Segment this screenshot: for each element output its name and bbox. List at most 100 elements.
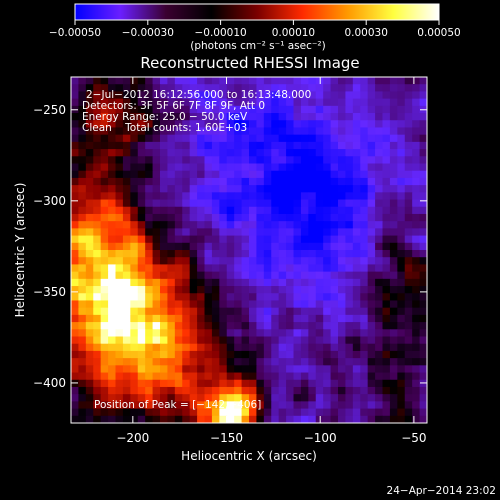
heatmap-cell <box>167 358 176 366</box>
heatmap-cell <box>226 379 235 388</box>
heatmap-cell <box>263 264 272 273</box>
heatmap-cell <box>130 84 139 92</box>
heatmap-cell <box>78 156 87 164</box>
heatmap-cell <box>375 120 383 128</box>
heatmap-cell <box>286 408 294 417</box>
heatmap-cell <box>145 350 154 359</box>
heatmap-cell <box>249 386 257 395</box>
heatmap-cell <box>167 185 176 193</box>
heatmap-cell <box>130 177 139 186</box>
heatmap-cell <box>345 134 354 143</box>
heatmap-cell <box>293 250 302 258</box>
heatmap-cell <box>382 242 391 251</box>
heatmap-cell <box>330 127 339 136</box>
heatmap-cell <box>160 343 168 352</box>
heatmap-cell <box>174 264 183 273</box>
heatmap-cell <box>115 408 124 417</box>
heatmap-cell <box>382 278 391 287</box>
heatmap-cell <box>234 77 243 85</box>
heatmap-cell <box>189 105 198 114</box>
heatmap-cell <box>352 141 361 150</box>
heatmap-cell <box>226 156 235 164</box>
heatmap-cell <box>182 257 191 265</box>
heatmap-cell <box>404 322 413 330</box>
heatmap-cell <box>234 156 243 164</box>
heatmap-cell <box>315 350 324 359</box>
heatmap-cell <box>330 105 339 114</box>
heatmap-cell <box>286 149 294 157</box>
heatmap-cell <box>152 408 161 417</box>
heatmap-cell <box>308 300 317 309</box>
heatmap-cell <box>174 365 183 374</box>
heatmap-cell <box>256 350 265 359</box>
heatmap-cell <box>137 300 146 309</box>
heatmap-cell <box>145 386 154 395</box>
heatmap-cell <box>130 358 139 366</box>
heatmap-cell <box>256 113 265 121</box>
heatmap-cell <box>108 163 116 172</box>
heatmap-cell <box>315 278 324 287</box>
heatmap-cell <box>108 185 116 193</box>
heatmap-cell <box>315 379 324 388</box>
heatmap-cell <box>85 257 94 265</box>
colorbar-tick-label: 0.00050 <box>417 27 460 39</box>
heatmap-cell <box>137 343 146 352</box>
heatmap-cell <box>338 156 346 164</box>
heatmap-cell <box>360 286 369 294</box>
heatmap-cell <box>308 177 317 186</box>
heatmap-cell <box>300 415 309 423</box>
heatmap-cell <box>122 163 131 172</box>
heatmap-cell <box>219 278 228 287</box>
heatmap-cell <box>278 358 287 366</box>
heatmap-cell <box>197 314 205 323</box>
heatmap-cell <box>345 91 354 100</box>
heatmap-cell <box>345 365 354 374</box>
heatmap-cell <box>204 105 213 114</box>
heatmap-cell <box>293 336 302 345</box>
heatmap-cell <box>278 84 287 92</box>
heatmap-cell <box>174 322 183 330</box>
heatmap-cell <box>330 228 339 237</box>
heatmap-cell <box>211 314 220 323</box>
heatmap-cell <box>278 408 287 417</box>
heatmap-cell <box>211 192 220 201</box>
heatmap-cell <box>108 379 116 388</box>
heatmap-cell <box>174 163 183 172</box>
heatmap-cell <box>115 257 124 265</box>
heatmap-cell <box>360 192 369 201</box>
heatmap-cell <box>226 401 235 410</box>
heatmap-cell <box>130 250 139 258</box>
heatmap-cell <box>85 98 94 107</box>
heatmap-cell <box>167 257 176 265</box>
heatmap-cell <box>71 177 79 186</box>
heatmap-cell <box>115 278 124 287</box>
heatmap-cell <box>234 264 243 273</box>
heatmap-cell <box>108 149 116 157</box>
heatmap-cell <box>234 134 243 143</box>
heatmap-cell <box>323 98 332 107</box>
heatmap-cell <box>204 213 213 222</box>
heatmap-cell <box>189 379 198 388</box>
heatmap-cell <box>382 84 391 92</box>
heatmap-cell <box>389 149 398 157</box>
heatmap-cell <box>375 415 383 423</box>
heatmap-cell <box>115 185 124 193</box>
heatmap-cell <box>234 394 243 402</box>
heatmap-cell <box>412 91 421 100</box>
heatmap-cell <box>382 271 391 280</box>
heatmap-cell <box>412 235 421 244</box>
heatmap-cell <box>234 343 243 352</box>
heatmap-cell <box>241 221 250 229</box>
heatmap-cell <box>278 329 287 337</box>
heatmap-cell <box>130 278 139 287</box>
heatmap-cell <box>293 199 302 208</box>
heatmap-cell <box>152 149 161 157</box>
heatmap-cell <box>122 401 131 410</box>
heatmap-cell <box>367 105 376 114</box>
heatmap-cell <box>71 250 79 258</box>
heatmap-cell <box>137 163 146 172</box>
heatmap-cell <box>241 300 250 309</box>
heatmap-cell <box>78 149 87 157</box>
heatmap-cell <box>197 394 205 402</box>
heatmap-cell <box>219 264 228 273</box>
